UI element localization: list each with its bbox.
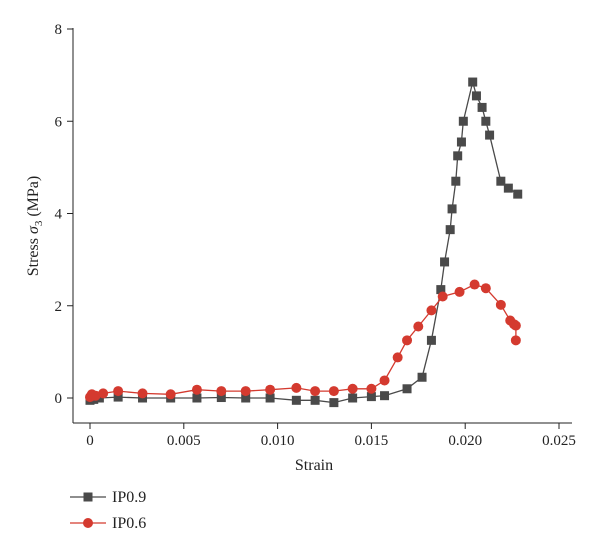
data-point — [113, 386, 124, 397]
x-ticks: 0 0.005 0.010 0.015 0.020 0.025 — [86, 423, 576, 449]
data-point — [510, 335, 521, 346]
data-point — [380, 391, 390, 401]
data-point — [241, 393, 251, 403]
data-point — [453, 151, 463, 161]
data-point — [328, 386, 339, 397]
series-ip0-9 — [85, 77, 523, 408]
y-tick-label: 2 — [55, 299, 63, 315]
data-point — [310, 395, 320, 405]
data-point — [496, 176, 506, 186]
data-point — [291, 395, 301, 405]
data-point — [436, 285, 446, 295]
series-line-ip0-6 — [89, 283, 517, 398]
series — [85, 77, 523, 408]
data-point — [329, 398, 339, 408]
data-point — [445, 225, 455, 235]
data-point — [98, 388, 109, 399]
data-point — [240, 386, 251, 397]
data-point — [90, 390, 101, 401]
y-tick-label: 6 — [55, 114, 63, 130]
data-point — [366, 392, 376, 402]
x-tick-label: 0.025 — [542, 433, 576, 449]
data-point — [402, 335, 413, 346]
y-axis-label-subscript: 3 — [33, 220, 45, 226]
y-ticks: 0 2 4 6 8 — [55, 22, 73, 407]
data-point — [366, 383, 377, 394]
data-point — [392, 352, 403, 363]
legend-marker-circle — [83, 518, 93, 528]
axes — [72, 28, 572, 424]
legend-item-ip0-6: IP0.6 — [70, 515, 146, 532]
data-point — [437, 291, 448, 302]
data-point — [510, 320, 521, 331]
data-point — [477, 102, 487, 112]
data-point — [216, 386, 227, 397]
data-point — [216, 393, 226, 403]
y-tick-label: 4 — [55, 207, 63, 223]
data-point — [137, 388, 148, 399]
data-point — [347, 383, 358, 394]
data-point — [417, 372, 427, 382]
x-tick-label: 0.020 — [448, 433, 482, 449]
data-point — [503, 183, 513, 193]
data-point — [291, 382, 302, 393]
data-point — [495, 299, 506, 310]
data-point — [192, 393, 202, 403]
data-point — [426, 335, 436, 345]
data-point — [265, 384, 276, 395]
data-point — [471, 91, 481, 101]
data-point — [481, 116, 491, 126]
data-point — [379, 375, 390, 386]
y-axis-label-symbol: σ — [25, 225, 42, 234]
data-point — [469, 279, 480, 290]
x-tick-label: 0.015 — [355, 433, 389, 449]
y-axis-label-text: Stress — [25, 234, 42, 276]
legend-label: IP0.6 — [112, 515, 146, 532]
data-point — [513, 189, 523, 199]
data-point — [113, 392, 123, 402]
x-axis-label: Strain — [295, 457, 333, 474]
y-axis-label-unit: (MPa) — [25, 176, 42, 221]
legend: IP0.9 IP0.6 — [70, 489, 146, 532]
y-tick-label: 8 — [55, 22, 63, 38]
data-point — [480, 283, 491, 294]
data-point — [265, 393, 275, 403]
data-point — [447, 204, 457, 214]
data-point — [310, 386, 321, 397]
data-point — [413, 321, 424, 332]
data-point — [451, 176, 461, 186]
data-point — [348, 393, 358, 403]
series-ip0-6 — [85, 279, 521, 403]
data-point — [454, 286, 465, 297]
data-point — [426, 305, 437, 316]
legend-label: IP0.9 — [112, 489, 146, 506]
y-tick-label: 0 — [55, 391, 63, 407]
data-point — [468, 77, 478, 87]
data-point — [440, 257, 450, 267]
data-point — [191, 384, 202, 395]
data-point — [456, 137, 466, 147]
legend-marker-square — [83, 492, 93, 502]
legend-item-ip0-9: IP0.9 — [70, 489, 146, 506]
x-tick-label: 0.010 — [261, 433, 295, 449]
series-line-ip0-9 — [89, 81, 519, 404]
y-axis-label: Stress σ3 (MPa) — [25, 176, 45, 277]
data-point — [458, 116, 468, 126]
data-point — [402, 384, 412, 394]
data-point — [165, 389, 176, 400]
data-point — [485, 130, 495, 140]
x-tick-label: 0 — [86, 433, 94, 449]
x-tick-label: 0.005 — [167, 433, 201, 449]
